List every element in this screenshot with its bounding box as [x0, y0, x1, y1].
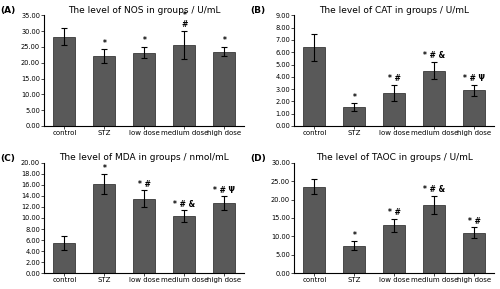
Text: * # Ψ: * # Ψ [464, 74, 485, 83]
Bar [464, 233, 485, 273]
Text: *: * [352, 92, 356, 102]
Bar [464, 90, 485, 126]
Text: * #: * # [468, 216, 481, 225]
Text: (A): (A) [0, 6, 16, 16]
Text: *: * [102, 164, 106, 173]
Title: The level of MDA in groups / nmol/mL: The level of MDA in groups / nmol/mL [60, 153, 229, 162]
Title: The level of TAOC in groups / U/mL: The level of TAOC in groups / U/mL [316, 153, 473, 162]
Bar [94, 184, 116, 273]
Text: *
#: * # [181, 11, 188, 29]
Bar [304, 187, 326, 273]
Bar [214, 52, 236, 126]
Bar [174, 216, 196, 273]
Bar [424, 71, 446, 126]
Bar [54, 36, 76, 126]
Bar [54, 243, 76, 273]
Text: *: * [142, 36, 146, 45]
Text: *: * [222, 36, 226, 45]
Text: * # &: * # & [424, 51, 446, 60]
Text: * # &: * # & [174, 199, 196, 209]
Text: * # &: * # & [424, 185, 446, 194]
Text: *: * [352, 231, 356, 240]
Bar [214, 203, 236, 273]
Bar [424, 205, 446, 273]
Text: (C): (C) [0, 154, 15, 163]
Text: (B): (B) [250, 6, 266, 16]
Text: * # Ψ: * # Ψ [214, 186, 236, 195]
Bar [134, 199, 156, 273]
Bar [304, 47, 326, 126]
Text: (D): (D) [250, 154, 266, 163]
Title: The level of NOS in groups / U/mL: The level of NOS in groups / U/mL [68, 5, 220, 14]
Text: * #: * # [138, 180, 151, 189]
Bar [384, 93, 406, 126]
Text: * #: * # [388, 74, 401, 83]
Bar [174, 45, 196, 126]
Title: The level of CAT in groups / U/mL: The level of CAT in groups / U/mL [320, 5, 470, 14]
Bar [344, 246, 365, 273]
Bar [344, 107, 365, 126]
Bar [134, 53, 156, 126]
Bar [384, 225, 406, 273]
Text: *: * [102, 39, 106, 48]
Text: * #: * # [388, 208, 401, 217]
Bar [94, 56, 116, 126]
